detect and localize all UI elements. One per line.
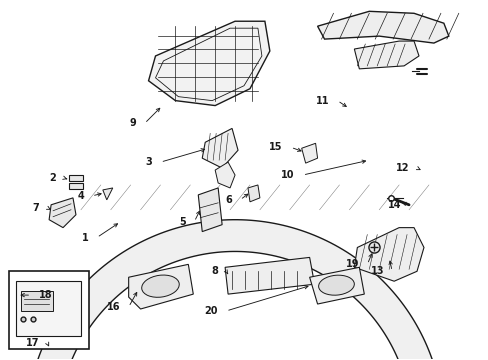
Polygon shape [102, 188, 113, 200]
Text: 7: 7 [32, 203, 39, 213]
Text: 11: 11 [315, 96, 329, 105]
Polygon shape [301, 143, 317, 163]
Text: 19: 19 [345, 259, 359, 269]
FancyBboxPatch shape [16, 281, 81, 336]
Polygon shape [148, 21, 269, 105]
Ellipse shape [318, 275, 354, 295]
Text: 13: 13 [370, 266, 384, 276]
FancyBboxPatch shape [21, 291, 53, 311]
FancyBboxPatch shape [69, 175, 83, 181]
FancyBboxPatch shape [9, 271, 89, 349]
Polygon shape [309, 267, 364, 304]
Polygon shape [215, 162, 235, 188]
Text: 16: 16 [107, 302, 121, 312]
Text: 5: 5 [179, 217, 186, 227]
Text: 9: 9 [130, 118, 136, 129]
Polygon shape [224, 257, 314, 294]
Text: 8: 8 [211, 266, 218, 276]
Text: 17: 17 [26, 338, 39, 348]
Text: 6: 6 [225, 195, 232, 205]
Ellipse shape [142, 275, 179, 297]
Polygon shape [33, 220, 436, 360]
Text: 3: 3 [145, 157, 152, 167]
Text: 18: 18 [39, 290, 53, 300]
Text: 12: 12 [395, 163, 408, 173]
Text: 14: 14 [387, 200, 400, 210]
Text: 20: 20 [204, 306, 218, 316]
Text: 1: 1 [82, 233, 89, 243]
Polygon shape [354, 41, 418, 69]
Polygon shape [49, 198, 76, 228]
Text: 4: 4 [77, 191, 84, 201]
Text: 15: 15 [269, 142, 282, 152]
Polygon shape [128, 264, 193, 309]
Polygon shape [247, 185, 260, 202]
FancyBboxPatch shape [69, 183, 83, 189]
Polygon shape [202, 129, 238, 168]
Polygon shape [198, 188, 222, 231]
Polygon shape [317, 11, 448, 43]
Text: 10: 10 [281, 170, 294, 180]
Polygon shape [354, 228, 423, 281]
Text: 2: 2 [49, 173, 56, 183]
